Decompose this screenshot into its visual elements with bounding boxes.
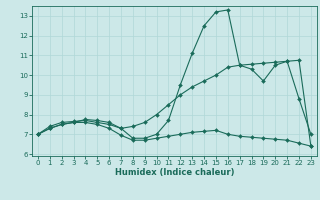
X-axis label: Humidex (Indice chaleur): Humidex (Indice chaleur)	[115, 168, 234, 177]
